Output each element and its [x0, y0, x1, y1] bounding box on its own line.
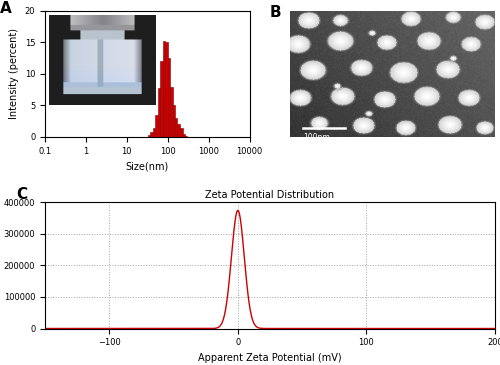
Bar — [162, 41, 165, 137]
Text: 100nm: 100nm — [303, 133, 330, 142]
Bar — [152, 127, 155, 137]
Text: B: B — [270, 5, 281, 20]
Bar — [160, 61, 162, 137]
Bar — [155, 115, 158, 137]
Bar — [170, 87, 172, 137]
Text: C: C — [16, 187, 27, 202]
Title: Zeta Potential Distribution: Zeta Potential Distribution — [206, 190, 334, 200]
Bar — [180, 127, 182, 137]
Bar — [168, 58, 170, 137]
Bar — [158, 88, 160, 137]
Bar — [172, 105, 175, 137]
Bar — [185, 136, 188, 137]
Bar — [165, 42, 168, 137]
X-axis label: Apparent Zeta Potential (mV): Apparent Zeta Potential (mV) — [198, 353, 342, 363]
Bar — [150, 132, 152, 137]
Bar — [178, 124, 180, 137]
Bar — [148, 135, 150, 137]
Y-axis label: Intensity (percent): Intensity (percent) — [9, 28, 19, 119]
Bar — [182, 134, 185, 137]
Bar — [175, 118, 178, 137]
Text: A: A — [0, 1, 12, 16]
X-axis label: Size(nm): Size(nm) — [126, 161, 169, 171]
